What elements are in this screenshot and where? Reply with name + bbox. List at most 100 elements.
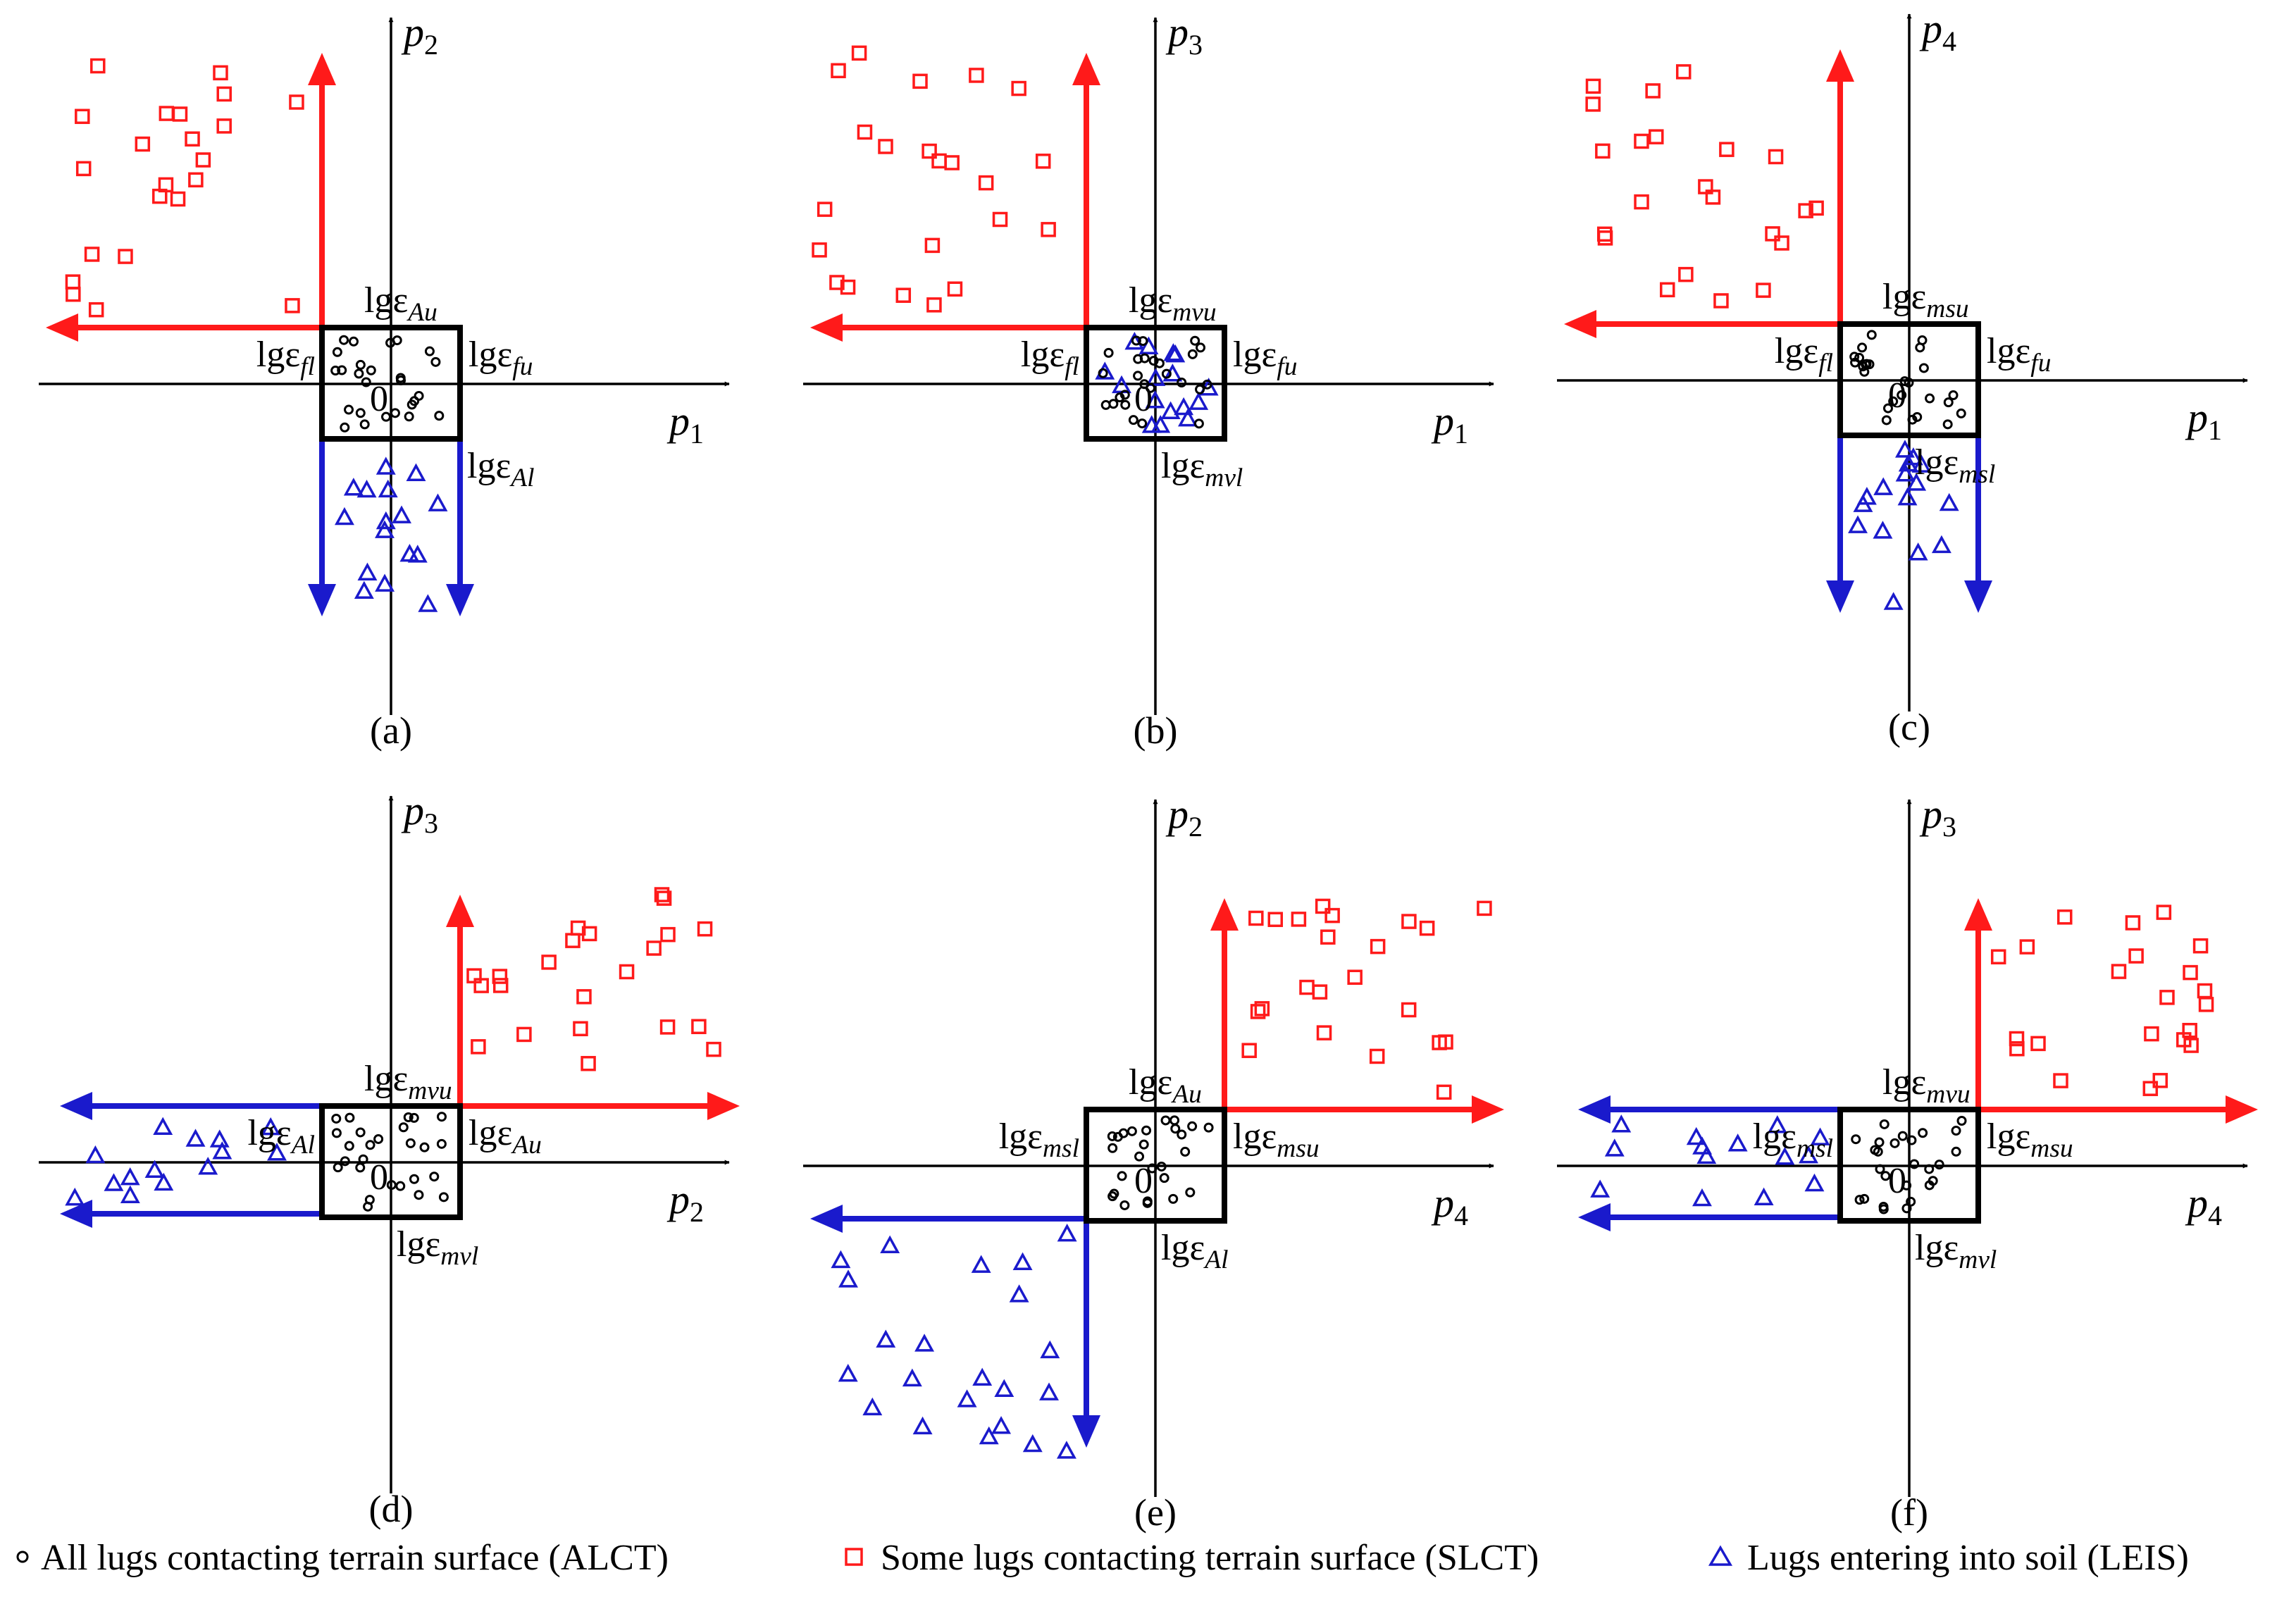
- leis-marker: [1810, 1127, 1830, 1145]
- slct-marker: [1312, 984, 1328, 1000]
- slct-marker: [285, 298, 300, 313]
- slct-marker: [1041, 222, 1056, 237]
- alct-marker: [1103, 347, 1114, 358]
- alct-marker: [385, 337, 396, 348]
- blue-arrow-lower-left: [60, 1200, 322, 1228]
- slct-marker: [2183, 964, 2198, 981]
- slct-region: [810, 45, 1100, 342]
- box-label-right: lgεfu: [1233, 335, 1297, 381]
- leis-marker: [65, 1187, 85, 1206]
- slct-marker: [1320, 929, 1336, 945]
- origin-label: 0: [370, 1157, 388, 1198]
- leis-marker: [1754, 1187, 1774, 1206]
- leis-marker: [1895, 464, 1916, 482]
- blue-arrow-left-down-head: [1826, 580, 1854, 613]
- slct-region: [1564, 49, 1854, 338]
- slct-marker: [75, 161, 92, 177]
- leis-marker: [1022, 1434, 1043, 1453]
- alct-marker: [1859, 366, 1870, 377]
- origin-label: 0: [370, 379, 388, 419]
- panel-caption: (e): [1134, 1491, 1177, 1534]
- slct-marker: [1990, 949, 2006, 964]
- box-label-left: lgεfl: [1775, 331, 1833, 378]
- leis-marker: [838, 1363, 858, 1382]
- alct-marker: [1918, 1128, 1928, 1138]
- leis-marker: [1165, 344, 1186, 363]
- panel-c: p1 p4 0 lgεmsu lgεfl lgεfu lgεmsl (c): [1557, 6, 2248, 748]
- legend-slct-label: Some lugs contacting terrain surface (SL…: [881, 1538, 1539, 1578]
- red-arrow-up-head: [308, 53, 336, 85]
- slct-marker: [1698, 179, 1713, 194]
- alct-marker: [344, 404, 354, 415]
- alct-marker: [333, 1162, 343, 1173]
- slct-marker: [1250, 1004, 1266, 1019]
- legend-leis-marker: [1708, 1545, 1733, 1566]
- slct-marker: [118, 249, 133, 264]
- slct-marker: [152, 188, 168, 204]
- alct-marker: [430, 356, 441, 367]
- alct-marker: [1915, 342, 1925, 353]
- leis-marker: [1894, 440, 1915, 458]
- slct-marker: [492, 978, 509, 993]
- slct-marker: [1645, 83, 1661, 99]
- alct-box: [319, 325, 463, 442]
- legend-slct: Some lugs contacting terrain surface (SL…: [845, 1538, 1539, 1578]
- slct-marker: [75, 108, 90, 125]
- leis-marker: [1906, 473, 1927, 491]
- alct-marker: [1889, 1138, 1900, 1148]
- slct-marker: [473, 978, 489, 993]
- leis-marker: [392, 505, 411, 523]
- slct-marker: [1678, 266, 1694, 282]
- slct-marker: [88, 302, 104, 318]
- slct-marker: [1596, 226, 1613, 242]
- panel-a: p1 p2 0 lgεAu lgεfl lgεfu lgεAl (a): [39, 9, 730, 752]
- slct-marker: [1035, 154, 1051, 169]
- leis-region: [1095, 332, 1219, 433]
- red-arrow-up-head: [1210, 898, 1239, 931]
- red-arrow-up: [1964, 898, 1992, 1110]
- slct-marker: [2159, 990, 2175, 1005]
- slct-marker: [924, 237, 941, 254]
- red-arrow-right-head: [2226, 1095, 2258, 1124]
- blue-arrow-left-down-head: [308, 584, 336, 616]
- leis-marker: [1692, 1188, 1712, 1207]
- leis-marker: [185, 1129, 206, 1147]
- leis-marker: [104, 1173, 124, 1191]
- leis-marker: [1178, 408, 1198, 427]
- alct-marker: [1880, 1171, 1891, 1181]
- slct-marker: [1347, 969, 1363, 985]
- slct-marker: [195, 152, 211, 168]
- slct-marker: [947, 281, 963, 297]
- alct-box-frame: [1837, 1107, 1981, 1224]
- alct-marker: [331, 1113, 342, 1124]
- leis-marker: [144, 1160, 165, 1178]
- slct-marker: [1419, 920, 1435, 936]
- slct-marker: [135, 136, 151, 152]
- slct-marker: [1369, 1048, 1385, 1064]
- slct-marker: [2197, 983, 2213, 999]
- alct-marker: [1948, 390, 1959, 401]
- blue-arrow-lower-left: [1578, 1203, 1840, 1231]
- slct-marker: [1774, 235, 1789, 251]
- slct-marker: [185, 131, 200, 147]
- leis-marker: [85, 1145, 106, 1164]
- alct-marker: [359, 419, 370, 430]
- leis-marker: [376, 456, 396, 475]
- alct-marker: [1187, 1121, 1198, 1131]
- legend: All lugs contacting terrain surface (ALC…: [16, 1538, 2189, 1578]
- leis-marker: [862, 1397, 883, 1416]
- slct-marker: [656, 890, 672, 906]
- leis-marker: [418, 594, 438, 612]
- leis-marker: [154, 1172, 174, 1191]
- leis-marker: [1898, 454, 1918, 472]
- leis-marker: [991, 1416, 1012, 1434]
- alct-marker: [395, 375, 406, 386]
- leis-marker: [1160, 401, 1181, 419]
- box-label-right: lgεmsu: [1987, 1117, 2073, 1163]
- slct-marker: [912, 73, 928, 89]
- slct-marker: [1011, 80, 1026, 97]
- leis-marker: [912, 1416, 933, 1435]
- box-label-left: lgεmsl: [999, 1117, 1079, 1163]
- slct-marker: [1267, 912, 1284, 927]
- slct-marker: [944, 155, 960, 170]
